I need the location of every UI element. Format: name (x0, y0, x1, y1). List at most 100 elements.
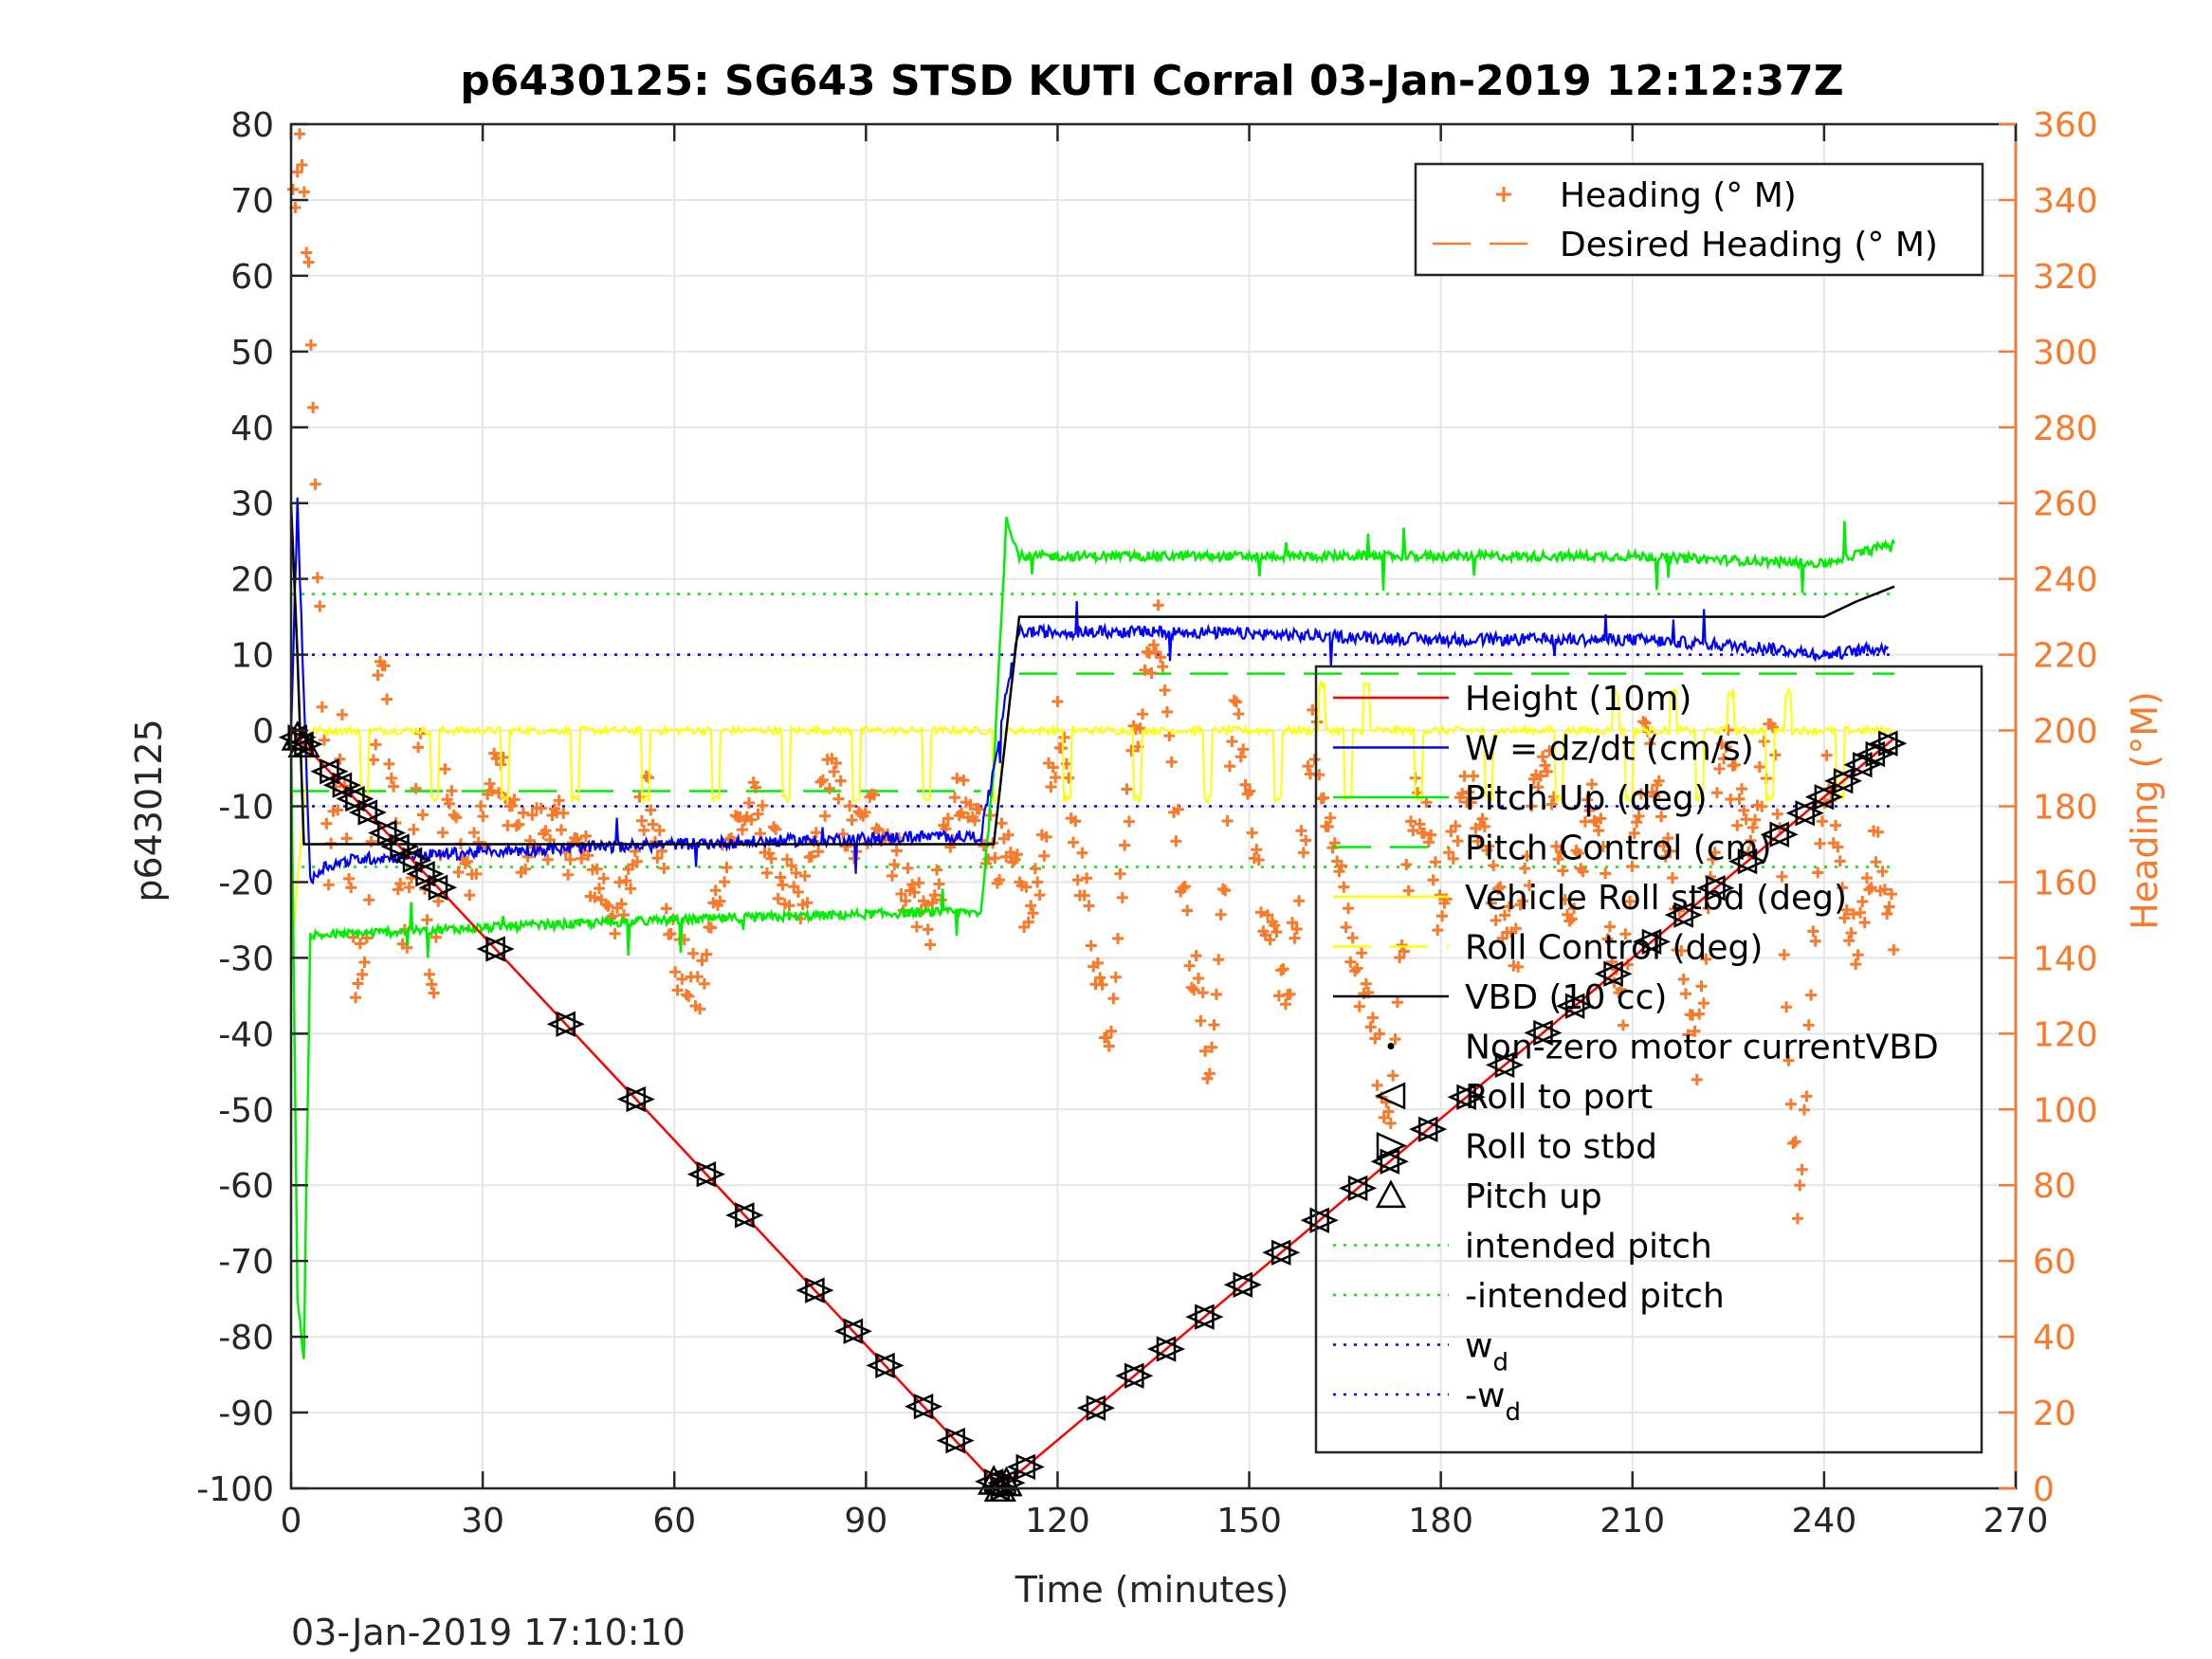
roll-to-port-marker (725, 1202, 755, 1229)
x-axis-label: Time (minutes) (1015, 1569, 1289, 1611)
x-tick-label: 0 (281, 1502, 302, 1540)
series-line (289, 517, 1896, 1359)
y-tick-label: -30 (218, 939, 274, 978)
y-tick-label: 10 (230, 637, 274, 676)
roll-to-port-marker (833, 1318, 864, 1344)
legend-label: Roll to port (1465, 1078, 1653, 1117)
roll-to-port-marker (322, 772, 353, 798)
roll-to-port-marker (616, 1085, 647, 1113)
legend-label: Roll to stbd (1465, 1128, 1657, 1167)
x-tick-label: 120 (1025, 1502, 1090, 1540)
y-tick-label: 40 (230, 410, 274, 448)
x-tick-label: 210 (1600, 1502, 1665, 1540)
legend-label: Non-zero motor currentVBD (1465, 1029, 1939, 1067)
pitch-up-marker (990, 1466, 1023, 1497)
x-tick-label: 270 (1983, 1502, 2049, 1540)
roll-to-stbd-marker (1878, 730, 1908, 757)
chart-title: p6430125: SG643 STSD KUTI Corral 03-Jan-… (460, 57, 1843, 105)
roll-to-port-marker (1076, 1395, 1106, 1421)
y2-tick-label: 140 (2033, 939, 2098, 978)
roll-to-port-marker (1146, 1336, 1177, 1362)
roll-to-port-marker (1856, 740, 1886, 768)
roll-to-stbd-marker (1417, 1116, 1448, 1142)
y2-tick-label: 340 (2033, 182, 2098, 221)
y2-tick-label: 100 (2033, 1091, 2098, 1130)
roll-to-stbd-marker (428, 874, 458, 901)
legend-symbol (1387, 1043, 1395, 1049)
roll-to-port-marker (1556, 993, 1585, 1019)
y2-tick-label: 20 (2033, 1395, 2076, 1433)
y2-tick-label: 320 (2033, 258, 2098, 297)
heading-legend: Heading (° M) Desired Heading (° M) (1414, 162, 1984, 277)
roll-to-port-marker (1524, 1019, 1553, 1047)
roll-to-stbd-marker (556, 1011, 585, 1037)
roll-to-stbd-marker (1769, 821, 1799, 848)
legend-label: W = dz/dt (cm/s) (1465, 730, 1754, 769)
roll-to-port-marker (336, 785, 365, 812)
y2-tick-label: 160 (2033, 864, 2098, 902)
legend-label: -wd (1465, 1376, 1521, 1427)
roll-to-port-marker (418, 874, 448, 901)
roll-to-port-marker (1447, 1084, 1476, 1110)
roll-to-stbd-marker (875, 1352, 905, 1379)
y2-tick-label: 120 (2033, 1015, 2098, 1054)
legend-label: intended pitch (1465, 1228, 1712, 1267)
y2-tick-label: 40 (2033, 1319, 2076, 1358)
roll-to-stbd-marker (696, 1161, 725, 1188)
y2-tick-label: 60 (2033, 1243, 2076, 1282)
roll-to-stbd-marker (1456, 1084, 1486, 1110)
data-lines (289, 497, 1896, 1490)
roll-to-port-marker (1664, 902, 1693, 928)
roll-to-port-marker (936, 1427, 965, 1454)
roll-to-stbd-marker (1814, 784, 1843, 811)
y-tick-label: -40 (218, 1015, 274, 1054)
roll-to-port-marker (1185, 1304, 1215, 1330)
roll-to-stbd-marker (1673, 902, 1703, 928)
roll-to-port-marker (1869, 730, 1898, 757)
y2-axis-label: Heading (°M) (2124, 691, 2166, 930)
roll-to-stbd-marker (805, 1277, 834, 1304)
y2-tick-label: 220 (2033, 637, 2098, 676)
y-tick-label: -100 (196, 1470, 274, 1509)
roll-to-stbd-marker (843, 1318, 872, 1344)
y-axis-label: p6430125 (128, 719, 170, 902)
roll-to-stbd-marker (485, 936, 515, 962)
roll-to-port-marker (1485, 1051, 1515, 1079)
roll-to-stbd-marker (1195, 1304, 1224, 1330)
y-tick-label: 20 (230, 561, 274, 600)
roll-to-port-marker (1223, 1271, 1253, 1298)
roll-to-port-marker (1262, 1239, 1291, 1266)
roll-to-stbd-marker (1641, 928, 1672, 956)
roll-to-port-marker (866, 1352, 895, 1379)
x-tick-label: 180 (1408, 1502, 1473, 1540)
roll-to-port-marker (546, 1011, 576, 1037)
roll-to-stbd-marker (1706, 875, 1735, 902)
y-tick-label: 50 (230, 334, 274, 373)
y-tick-label: -10 (218, 789, 274, 828)
roll-to-port-marker (1785, 800, 1815, 827)
y2-tick-label: 200 (2033, 713, 2098, 752)
legend-label: Pitch Control (cm) (1465, 830, 1772, 868)
y2-tick-label: 180 (2033, 789, 2098, 828)
y2-tick-label: 300 (2033, 334, 2098, 373)
main-legend: Height (10m) W = dz/dt (cm/s) Pitch Up (de… (1314, 665, 1983, 1454)
roll-to-port-marker (1728, 848, 1758, 875)
roll-to-stbd-marker (945, 1427, 975, 1454)
y2-tick-label: 280 (2033, 410, 2098, 448)
y-tick-label: -20 (218, 864, 274, 902)
x-tick-label: 90 (844, 1502, 887, 1540)
roll-to-stbd-marker (626, 1085, 655, 1113)
y-tick-label: -70 (218, 1243, 274, 1282)
legend-symbol (1376, 1131, 1408, 1160)
roll-to-port-marker (348, 799, 378, 826)
roll-to-port-marker (686, 1161, 717, 1188)
roll-to-stbd-marker (1309, 1207, 1339, 1233)
roll-to-stbd-marker (913, 1393, 943, 1420)
legend-label: Pitch up (1465, 1177, 1602, 1216)
legend-box (1414, 162, 1984, 277)
y-tick-label: 60 (230, 258, 274, 297)
x-tick-label: 240 (1792, 1502, 1857, 1540)
roll-to-port-marker (1370, 1148, 1400, 1175)
roll-to-stbd-marker (1494, 1051, 1525, 1079)
y2-tick-label: 260 (2033, 485, 2098, 524)
